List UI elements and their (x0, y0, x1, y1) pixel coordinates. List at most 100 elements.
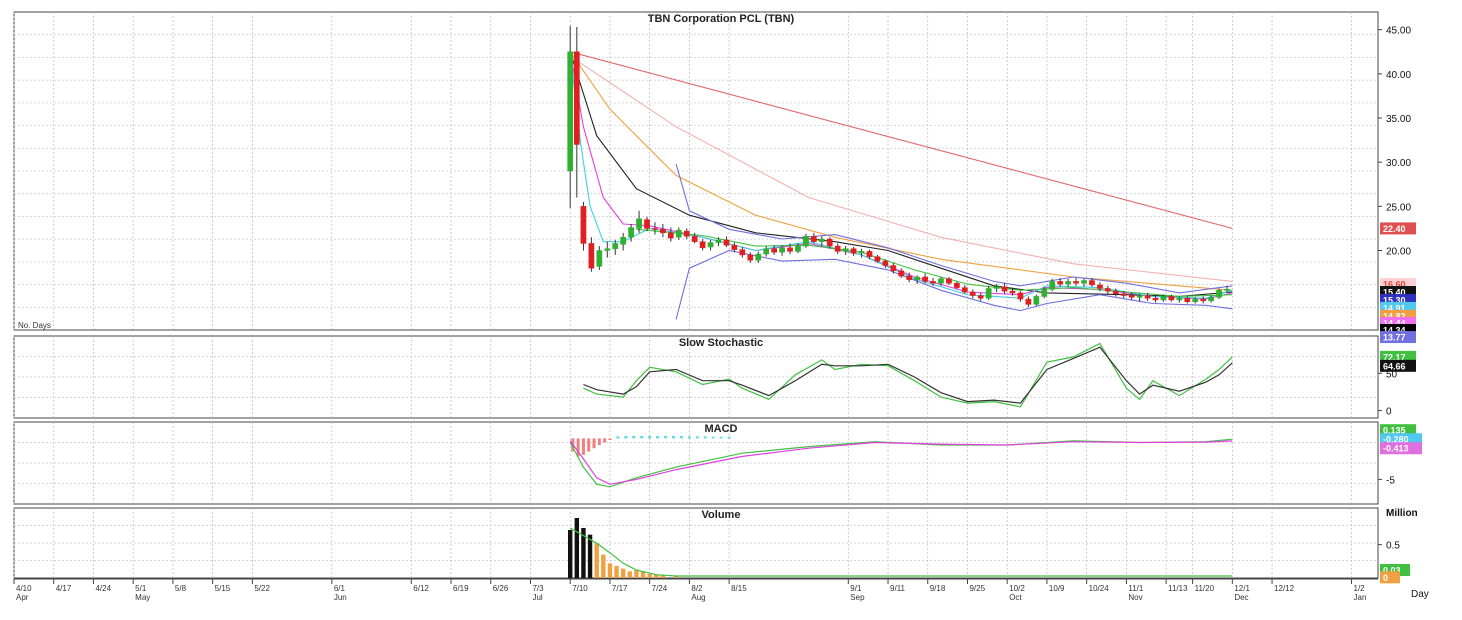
candle-body (699, 241, 706, 249)
candle-body (667, 232, 674, 239)
x-tick-label: 7/24 (652, 584, 668, 593)
x-month-label: Sep (850, 593, 865, 602)
x-tick-label: 10/2 (1009, 584, 1025, 593)
volume-bar (640, 572, 646, 578)
y-tick-label: 45.00 (1386, 26, 1411, 37)
x-tick-label: 12/1 (1234, 584, 1250, 593)
x-tick-label: 11/13 (1168, 584, 1188, 593)
candle-body (715, 239, 722, 243)
candle-body (834, 245, 841, 252)
macd-title: MACD (705, 423, 738, 435)
x-month-label: Oct (1009, 593, 1022, 602)
x-month-label: Aug (691, 593, 705, 602)
x-tick-label: 4/10 (16, 584, 32, 593)
candle-body (1128, 295, 1135, 298)
candle-body (1073, 281, 1079, 284)
value-tag (1380, 222, 1416, 235)
candle-body (1065, 281, 1071, 285)
candle-body (985, 288, 992, 299)
x-tick-label: 11/1 (1128, 584, 1144, 593)
macd-histogram-bar (616, 436, 620, 439)
y-tick-label: 35.00 (1386, 114, 1411, 125)
x-month-label: Dec (1234, 593, 1248, 602)
price-title: TBN Corporation PCL (TBN) (648, 13, 795, 25)
value-tag-label: 13.77 (1383, 333, 1406, 343)
candle-body (977, 295, 984, 299)
macd-histogram-bar (592, 438, 596, 449)
price-panel: 20.00 25.00 30.00 35.00 40.00 45.00 TBN Corpor… (13, 11, 1416, 344)
candle-body (683, 230, 690, 237)
candle-body (731, 244, 738, 250)
x-month-label: Jul (532, 593, 542, 602)
candle-body (946, 278, 952, 284)
macd-panel: -5 MACD 0.135-0.280-0.413 (13, 421, 1422, 505)
macd-histogram-bar (640, 435, 644, 439)
candle-body (1089, 280, 1095, 286)
candle-body (771, 248, 777, 253)
volume-unit-label: Million (1386, 508, 1418, 519)
volume-bar (574, 518, 580, 578)
value-tag (1380, 571, 1400, 584)
candle-body (1025, 298, 1032, 305)
x-month-label: May (135, 593, 150, 602)
candle-body (628, 227, 634, 238)
macd-histogram-bar (656, 435, 660, 439)
candle-body (826, 238, 833, 247)
candle-body (858, 251, 865, 254)
macd-histogram-bar (581, 438, 585, 455)
stochastic-series-line (583, 346, 1233, 404)
candle-body (1184, 297, 1191, 302)
volume-bar (627, 571, 632, 578)
bb_upper-line (675, 163, 1233, 294)
macd-histogram-bar (603, 438, 607, 443)
value-tag-label: 0.03 (1383, 566, 1401, 576)
macd-histogram-bar (576, 438, 580, 457)
x-tick-label: 9/11 (890, 584, 906, 593)
candle-body (652, 228, 658, 230)
macd-histogram-bar (648, 435, 652, 439)
value-tag-label: -0.280 (1383, 435, 1409, 445)
value-tag (1380, 359, 1416, 372)
candle-body (573, 51, 580, 145)
volume-bar (634, 570, 639, 578)
y-tick-label: 30.00 (1386, 158, 1411, 169)
value-tag (1380, 442, 1422, 455)
candle-body (882, 260, 889, 266)
volume-bar (620, 568, 626, 578)
x-tick-label: 8/2 (691, 584, 703, 593)
x-tick-label: 4/17 (56, 584, 72, 593)
candle-body (969, 291, 976, 296)
candle-body (922, 276, 928, 282)
y-tick-label: 0 (1386, 407, 1392, 418)
macd-histogram-bar (719, 436, 723, 439)
macd-series-line (569, 440, 1233, 485)
x-tick-label: 7/17 (612, 584, 628, 593)
candle-body (787, 247, 793, 252)
candle-body (739, 249, 746, 256)
macd-histogram-bar (632, 435, 636, 439)
ma_orange-line (569, 51, 1233, 291)
candle-body (636, 218, 642, 229)
x-tick-label: 4/24 (95, 584, 111, 593)
candle-body (763, 248, 770, 255)
volume-bar (673, 576, 679, 578)
macd-histogram-bar (703, 436, 707, 439)
candle-body (588, 243, 595, 269)
candle-body (1009, 290, 1016, 294)
macd-histogram-bar (664, 435, 668, 439)
candle-body (1057, 281, 1064, 285)
candle-body (866, 251, 873, 257)
value-tag-label: 22.40 (1383, 224, 1406, 234)
candle-body (818, 238, 825, 242)
candle-body (1041, 289, 1048, 297)
x-tick-label: 5/22 (254, 584, 270, 593)
volume-bar (647, 574, 652, 578)
candle-body (660, 229, 666, 234)
candle-body (1200, 298, 1207, 302)
macd-histogram-bar (711, 436, 715, 439)
x-tick-label: 9/25 (969, 584, 985, 593)
